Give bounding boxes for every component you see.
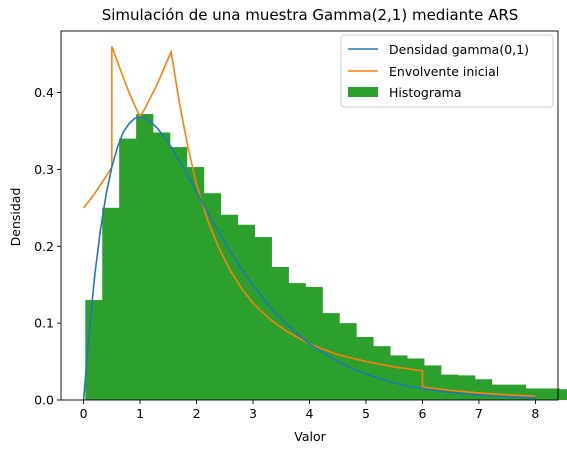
density-line [82, 116, 536, 401]
legend-histogram-label: Histograma [389, 85, 462, 100]
legend-density-label: Densidad gamma(0,1) [389, 42, 529, 57]
envelope-line [82, 46, 536, 398]
histogram-bar [390, 355, 408, 400]
y-tick-label: 0.0 [34, 393, 54, 408]
x-axis-label: Valor [294, 429, 326, 444]
plot-area [82, 46, 567, 401]
histogram-bar [119, 138, 137, 400]
x-tick-label: 6 [418, 406, 426, 421]
x-tick-label: 4 [306, 406, 314, 421]
histogram-bar [542, 388, 560, 400]
x-tick-label: 2 [193, 406, 201, 421]
x-tick-label: 8 [531, 406, 539, 421]
y-tick-label: 0.3 [34, 162, 54, 177]
histogram-bar [220, 214, 239, 400]
legend-histogram-swatch [348, 87, 378, 97]
histogram-bar [491, 384, 510, 400]
x-axis: 0 1 2 3 4 5 6 7 8 [80, 400, 539, 421]
histogram-bar [458, 375, 476, 400]
histogram-bar [525, 388, 544, 400]
x-tick-label: 5 [362, 406, 370, 421]
histogram-bar [186, 167, 205, 400]
histogram-bar [356, 336, 374, 400]
histogram-bar [271, 267, 289, 400]
histogram-bar [170, 147, 188, 400]
chart-title: Simulación de una muestra Gamma(2,1) med… [102, 6, 519, 24]
histogram-bar [339, 323, 357, 400]
histogram-bar [441, 374, 459, 400]
y-tick-label: 0.2 [34, 239, 54, 254]
histogram-bar [559, 389, 567, 400]
histogram-bar [305, 286, 323, 400]
x-tick-label: 7 [475, 406, 483, 421]
histogram-bar [153, 132, 171, 400]
y-axis: 0.0 0.1 0.2 0.3 0.4 [34, 85, 61, 408]
legend-envelope-label: Envolvente inicial [389, 64, 499, 79]
x-tick-label: 0 [80, 406, 88, 421]
legend: Densidad gamma(0,1) Envolvente inicial H… [340, 34, 554, 108]
histogram-bar [203, 193, 222, 400]
histogram-bar [424, 365, 442, 400]
x-tick-label: 3 [249, 406, 257, 421]
histogram-bar [136, 114, 154, 401]
y-tick-label: 0.1 [34, 316, 54, 331]
histogram-bar [322, 313, 340, 400]
x-tick-label: 1 [136, 406, 144, 421]
histogram-bar [474, 379, 493, 400]
histogram-bar [237, 224, 256, 400]
histogram-bar [373, 346, 391, 400]
histogram-bar [102, 207, 120, 400]
legend-box [340, 34, 554, 108]
histogram-bar [254, 237, 272, 400]
y-axis-label: Densidad [8, 188, 23, 247]
histogram-bars [85, 114, 567, 401]
y-tick-label: 0.4 [34, 85, 54, 100]
histogram-bar [288, 283, 306, 400]
